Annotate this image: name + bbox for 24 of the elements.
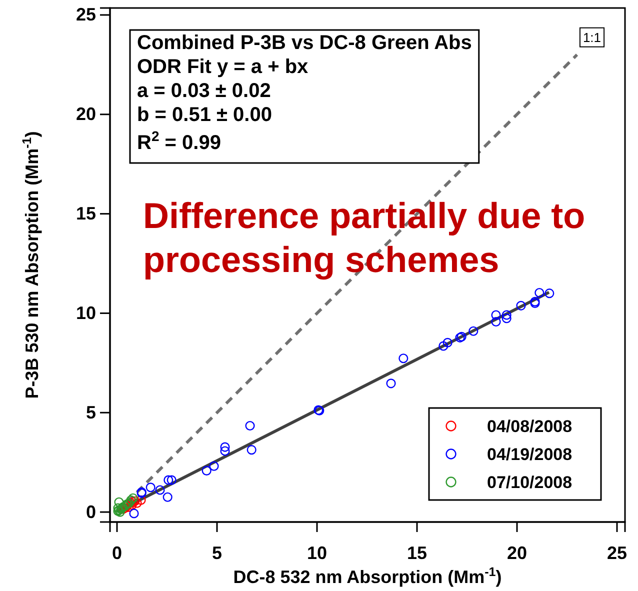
x-tick-label: 25: [606, 542, 628, 563]
y-tick-label: 10: [76, 302, 96, 323]
x-tick-label: 0: [112, 542, 122, 563]
annotation: R$^{2}$ = 0.99: [137, 128, 221, 154]
legend-label: 07/10/2008: [487, 473, 572, 492]
x-tick-label: 15: [406, 542, 428, 563]
x-tick-label: 10: [306, 542, 328, 563]
annotation: Difference partially due to: [143, 195, 586, 236]
y-tick-label: 25: [76, 4, 96, 25]
legend-label: 04/08/2008: [487, 417, 572, 436]
y-tick-label: 5: [86, 402, 96, 422]
annotation: a = 0.03 ± 0.02: [137, 80, 271, 102]
x-tick-label: 5: [212, 542, 222, 563]
legend-label: 04/19/2008: [487, 445, 572, 464]
annotation: processing schemes: [143, 239, 500, 280]
y-tick-label: 0: [86, 502, 96, 522]
annotation: Combined P-3B vs DC-8 Green Abs: [137, 32, 472, 54]
x-tick-label: 20: [506, 542, 528, 563]
annotation: b = 0.51 ± 0.00: [137, 104, 272, 126]
annotation: 1:1: [582, 30, 602, 45]
y-tick-label: 15: [76, 204, 96, 224]
annotation: ODR Fit y = a + bx: [137, 56, 308, 78]
x-axis-title: DC-8 532 nm Absorption (Mm$^{-1}$): [233, 565, 502, 587]
y-tick-label: 20: [76, 104, 96, 124]
